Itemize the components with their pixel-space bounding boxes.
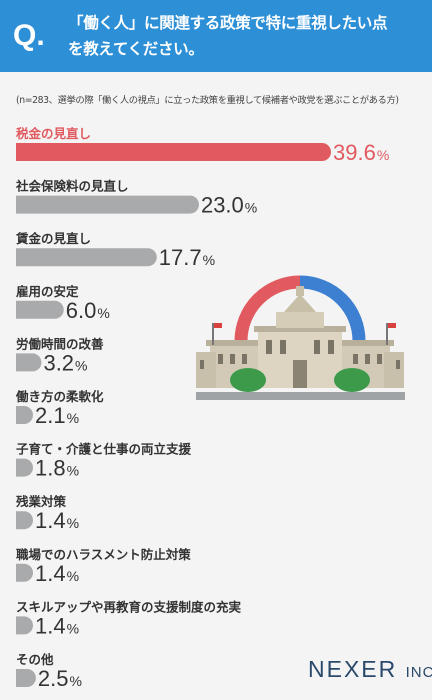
logo-suffix: INC. <box>405 664 432 681</box>
value-label: 1.4% <box>35 508 79 533</box>
value-label: 6.0% <box>66 298 110 323</box>
category-label: スキルアップや再教育の支援制度の充実 <box>16 599 242 614</box>
value-label: 3.2% <box>43 350 87 375</box>
category-label: 税金の見直し <box>16 126 91 141</box>
value-label: 17.7% <box>159 245 215 270</box>
value-label: 2.1% <box>35 403 79 428</box>
category-label: 賃金の見直し <box>15 231 91 246</box>
question-header: Q. 「働く人」に関連する政策で特に重視したい点 を教えてください。 <box>0 0 432 72</box>
bar <box>16 248 157 267</box>
value-label: 1.4% <box>35 561 79 586</box>
bar <box>16 195 199 214</box>
bar <box>16 616 33 635</box>
category-label: 働き方の柔軟化 <box>15 389 104 404</box>
bar <box>16 353 42 372</box>
nexer-logo: NEXER INC. <box>308 656 432 683</box>
category-label: 労働時間の改善 <box>16 336 104 351</box>
question-text-line1: 「働く人」に関連する政策で特に重視したい点 <box>68 14 388 32</box>
category-label: 社会保険料の見直し <box>15 179 129 194</box>
bar <box>16 406 33 424</box>
diet-building-illustration <box>196 275 405 400</box>
bar <box>16 511 33 530</box>
category-label: 雇用の安定 <box>16 284 79 299</box>
value-label: 23.0% <box>201 193 257 218</box>
question-text-line2: を教えてください。 <box>68 40 204 58</box>
category-label: 職場でのハラスメント防止対策 <box>16 547 191 562</box>
category-label: その他 <box>16 652 54 667</box>
value-label: 2.5% <box>38 666 82 691</box>
bar <box>16 563 33 582</box>
category-label: 子育て・介護と仕事の両立支援 <box>16 442 192 457</box>
value-label: 1.4% <box>35 613 79 638</box>
question-mark: Q. <box>13 19 45 52</box>
bar <box>16 669 36 687</box>
value-label: 1.8% <box>35 456 79 481</box>
sample-note: (n=283、選挙の際「働く人の視点」に立った政策を重視して候補者や政党を選ぶこ… <box>16 95 399 106</box>
bar <box>16 300 64 319</box>
bar <box>16 143 331 161</box>
bar <box>16 458 33 477</box>
logo-main: NEXER <box>308 656 398 682</box>
category-label: 残業対策 <box>16 494 67 509</box>
value-label: 39.6% <box>333 140 389 165</box>
